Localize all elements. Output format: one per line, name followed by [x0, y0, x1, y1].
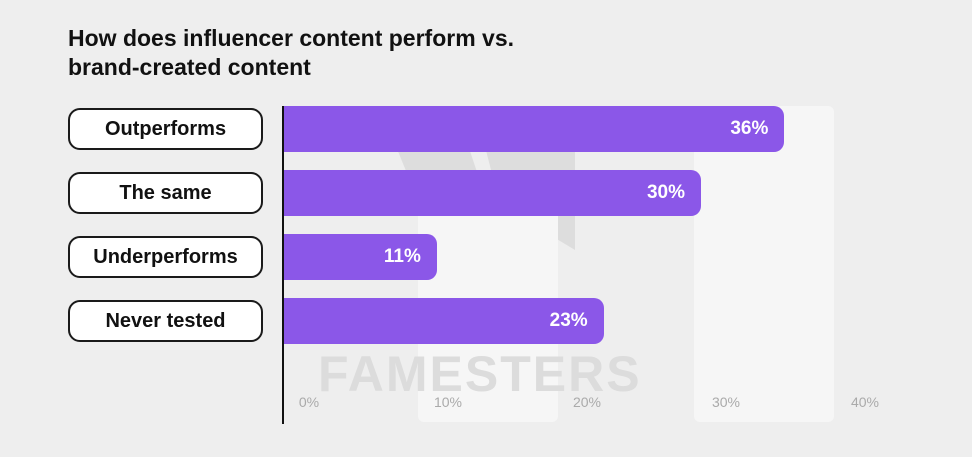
chart-title-line-1: How does influencer content perform vs.: [68, 25, 515, 51]
x-tick-label: 40%: [850, 394, 880, 410]
x-tick-label: 10%: [433, 394, 463, 410]
data-label-underperforms: 11%: [383, 246, 421, 267]
x-tick-label: 0%: [298, 394, 320, 410]
x-tick-label: 30%: [711, 394, 741, 410]
data-label-never-tested: 23%: [549, 310, 588, 331]
x-tick-label: 20%: [572, 394, 602, 410]
bar-the-same: [284, 170, 701, 216]
category-label-the-same: The same: [68, 172, 263, 214]
data-label-outperforms: 36%: [730, 118, 769, 139]
category-label-underperforms: Underperforms: [68, 236, 263, 278]
watermark-text: FAMESTERS: [318, 346, 642, 402]
bar-never-tested: [284, 298, 604, 344]
category-label-never-tested: Never tested: [68, 300, 263, 342]
chart-title: How does influencer content perform vs. …: [68, 24, 708, 82]
data-label-the-same: 30%: [646, 182, 685, 203]
chart-title-line-2: brand-created content: [68, 54, 311, 80]
watermark-right-pillar: [694, 106, 834, 422]
bar-outperforms: [284, 106, 785, 152]
y-axis-line: [282, 106, 284, 424]
bar-underperforms: [284, 234, 437, 280]
category-label-outperforms: Outperforms: [68, 108, 263, 150]
